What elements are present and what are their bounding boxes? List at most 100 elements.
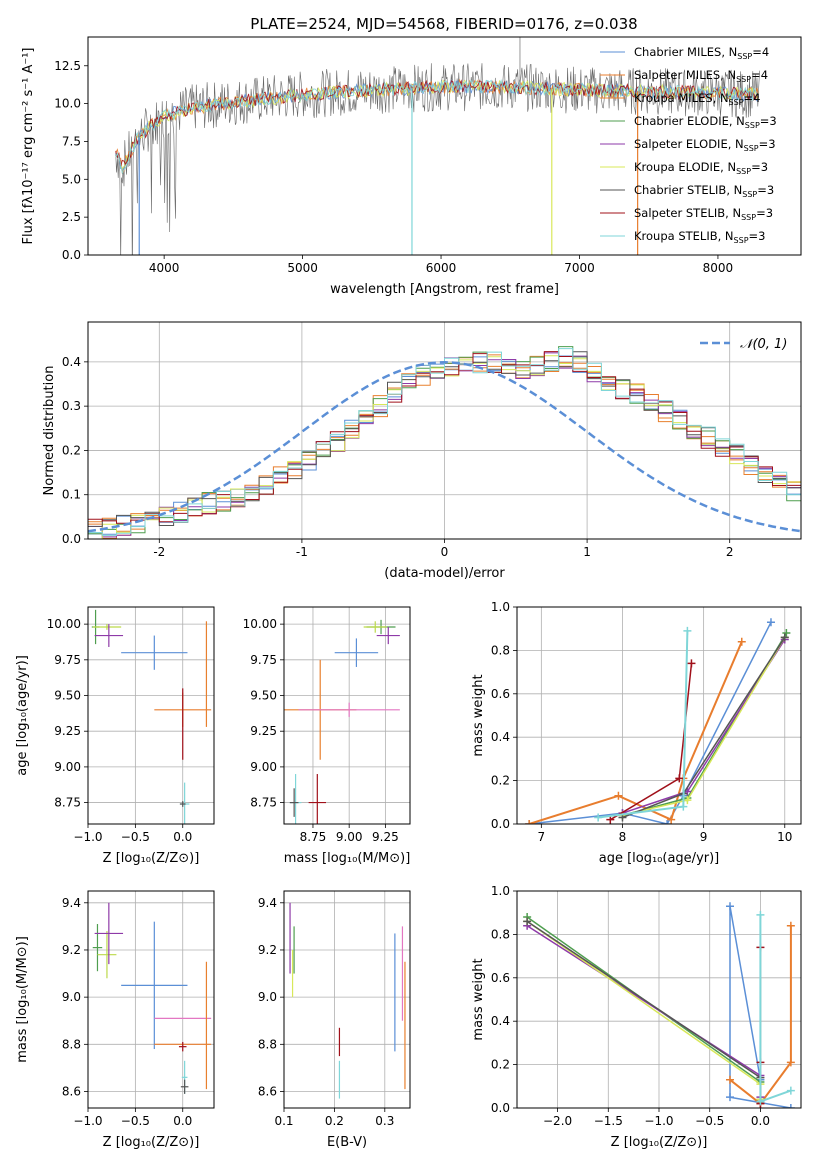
- y-tick-label: 0.2: [491, 1058, 510, 1072]
- axes-mass_vs_ebv: 0.1 0.2 0.3 8.6 8.8 9.0 9.2 9.4 E(B-V): [258, 890, 411, 1150]
- weight-point: [786, 1104, 795, 1108]
- legend-entry: 𝒩(0, 1): [740, 337, 787, 352]
- weight-point: [786, 921, 795, 930]
- legend-entry: Chabrier STELIB, NSSP=3: [634, 183, 774, 199]
- x-tick-label: −0.5: [121, 830, 150, 844]
- weight-line-chabrier_miles: [529, 621, 772, 824]
- x-tick-label: −1.5: [594, 1114, 623, 1128]
- weight-point: [687, 659, 696, 668]
- axes-frame: [87, 606, 215, 825]
- x-axis-label: mass [log₁₀(M/M⊙)]: [284, 851, 411, 866]
- weight-point: [683, 796, 692, 805]
- weight-point: [679, 802, 688, 811]
- weight-point: [737, 637, 746, 646]
- y-tick-label: 8.6: [258, 1084, 277, 1098]
- legend-entry: Salpeter MILES, NSSP=4: [634, 68, 768, 84]
- axes-weight_vs_age: 7 8 9 10 0.0 0.2 0.4 0.6 0.8 1.0 age [log₁₀(age/yr…: [471, 600, 802, 866]
- y-tick-label: 1.0: [491, 600, 510, 614]
- axes-weight_vs_Z: −2.0 −1.5 −1.0 −0.5 0.0 0.0 0.2 0.4 0.6 0.8 1.0 Z […: [471, 884, 802, 1150]
- legend-entry: Salpeter ELODIE, NSSP=3: [634, 137, 776, 153]
- y-tick-label: 0.4: [62, 355, 81, 369]
- plot-area-mass_vs_Z: [92, 902, 212, 1094]
- y-tick-label: 0.2: [491, 774, 510, 788]
- x-tick-label: 10: [777, 830, 792, 844]
- x-tick-label: −0.5: [121, 1114, 150, 1128]
- y-tick-label: 0.0: [62, 532, 81, 546]
- weight-point: [614, 791, 623, 800]
- y-tick-label: 9.2: [62, 943, 81, 957]
- x-tick-label: 0.2: [325, 1114, 344, 1128]
- legend-entry: Kroupa MILES, NSSP=4: [634, 91, 760, 107]
- y-tick-label: 7.5: [62, 134, 81, 148]
- x-tick-label: −1.0: [73, 1114, 102, 1128]
- legend-entry: Kroupa ELODIE, NSSP=3: [634, 160, 768, 176]
- x-axis-label: E(B-V): [327, 1135, 367, 1150]
- y-tick-label: 0.4: [491, 730, 510, 744]
- normal-curve: [88, 361, 801, 533]
- axes-frame: [87, 321, 802, 540]
- x-axis-label: age [log₁₀(age/yr)]: [599, 851, 720, 866]
- y-tick-label: 0.6: [491, 687, 510, 701]
- y-tick-label: 0.0: [62, 248, 81, 262]
- axes-spectrum: 4000 5000 6000 7000 8000 0.0 2.5 5.0 7.5 10.0 12.5…: [21, 36, 802, 297]
- weight-point: [675, 774, 684, 783]
- y-tick-label: 8.75: [250, 796, 277, 810]
- x-tick-label: −1.0: [644, 1114, 673, 1128]
- x-tick-label: 0.0: [751, 1114, 770, 1128]
- y-axis-label: age [log₁₀(age/yr)]: [15, 655, 30, 776]
- plot-area-weight_vs_Z: [523, 902, 795, 1108]
- weight-point: [756, 910, 765, 919]
- weight-point: [726, 1093, 734, 1102]
- weight-point: [782, 629, 791, 638]
- axes-frame: [283, 890, 411, 1109]
- weight-point: [766, 618, 775, 627]
- weight-point: [780, 633, 789, 642]
- x-tick-label: 7000: [564, 261, 595, 275]
- legend-spectrum: Chabrier MILES, NSSP=4 Salpeter MILES, NS…: [600, 45, 777, 245]
- y-tick-label: 12.5: [54, 59, 81, 73]
- x-tick-label: 8: [619, 830, 627, 844]
- x-tick-label: 0.0: [173, 830, 192, 844]
- x-tick-label: 8000: [703, 261, 734, 275]
- axes-frame: [516, 606, 802, 825]
- x-axis-label: Z [log₁₀(Z/Z⊙)]: [611, 1135, 708, 1150]
- x-tick-label: 0.1: [274, 1114, 293, 1128]
- axes-age_vs_Z: −1.0 −0.5 0.0 8.75 9.00 9.25 9.50 9.75 10.00 Z [l…: [15, 606, 215, 866]
- plot-area-weight_vs_age: [525, 618, 791, 824]
- y-axis-label: mass weight: [471, 674, 486, 756]
- legend-entry: Salpeter STELIB, NSSP=3: [634, 206, 773, 222]
- y-tick-label: 9.25: [250, 724, 277, 738]
- axes-mass_vs_Z: −1.0 −0.5 0.0 8.6 8.8 9.0 9.2 9.4 Z [log₁₀(Z/Z⊙)…: [15, 890, 215, 1150]
- plot-area-age_vs_mass: [284, 619, 400, 824]
- y-axis-label: Flux [fλ10⁻¹⁷ erg cm⁻² s⁻¹ A⁻¹]: [21, 48, 36, 245]
- x-tick-label: 1: [583, 545, 591, 559]
- plot-area-age_vs_Z: [91, 609, 212, 824]
- weight-point: [756, 1097, 765, 1106]
- y-tick-label: 8.6: [62, 1084, 81, 1098]
- x-tick-label: 5000: [287, 261, 318, 275]
- x-axis-label: Z [log₁₀(Z/Z⊙)]: [103, 1135, 200, 1150]
- x-tick-label: 2: [726, 545, 734, 559]
- legend-entry: Chabrier ELODIE, NSSP=3: [634, 114, 777, 130]
- y-tick-label: 0.8: [491, 643, 510, 657]
- weight-point: [606, 815, 615, 824]
- axes-frame: [87, 36, 802, 256]
- y-axis-label: mass weight: [471, 958, 486, 1040]
- x-tick-label: 0.0: [173, 1114, 192, 1128]
- weight-point: [683, 626, 692, 635]
- y-tick-label: 0.4: [491, 1014, 510, 1028]
- weight-point: [726, 1075, 734, 1084]
- axes-residuals: -2 -1 0 1 2 0.0 0.1 0.2 0.3 0.4 (data-model)/error…: [42, 321, 802, 581]
- weight-point: [523, 917, 532, 926]
- axes-frame: [516, 890, 802, 1109]
- y-tick-label: 9.75: [250, 653, 277, 667]
- x-tick-label: 6000: [426, 261, 457, 275]
- y-tick-label: 9.0: [258, 990, 277, 1004]
- y-axis-label: Normed distribution: [42, 366, 57, 496]
- plot-area-residuals: [88, 346, 801, 539]
- axes-frame: [283, 606, 411, 825]
- weight-point: [594, 813, 603, 822]
- plot-area-mass_vs_ebv: [289, 902, 406, 1099]
- x-tick-label: -1: [296, 545, 308, 559]
- y-tick-label: 9.2: [258, 943, 277, 957]
